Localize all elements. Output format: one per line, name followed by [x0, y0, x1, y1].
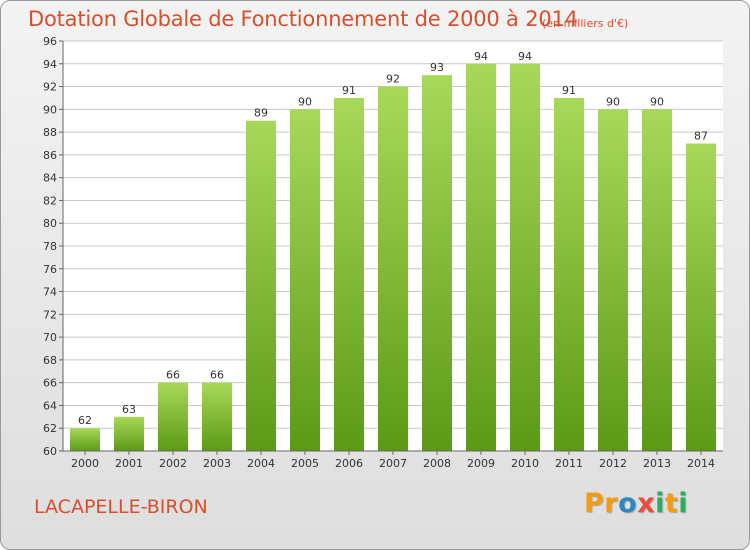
bar: [378, 86, 408, 452]
y-tick-label: 92: [43, 81, 57, 94]
y-tick-label: 82: [43, 194, 57, 207]
x-tick-label: 2000: [71, 457, 99, 470]
x-tick-label: 2013: [643, 457, 671, 470]
data-label: 90: [298, 95, 312, 108]
y-tick-label: 66: [43, 377, 57, 390]
y-tick-label: 62: [43, 422, 57, 435]
data-label: 66: [166, 369, 180, 382]
proxiti-logo: Proxiti: [584, 488, 688, 519]
bar: [334, 97, 364, 451]
x-tick-label: 2003: [203, 457, 231, 470]
bar: [158, 382, 188, 451]
logo-letter: i: [678, 488, 689, 519]
logo-letter: P: [584, 488, 605, 519]
y-tick-label: 90: [43, 103, 57, 116]
data-label: 93: [430, 61, 444, 74]
y-tick-label: 60: [43, 445, 57, 458]
logo-letter: t: [664, 488, 679, 519]
x-tick-label: 2014: [687, 457, 715, 470]
bar: [114, 416, 144, 451]
bar: [598, 109, 628, 451]
logo-letter: i: [655, 488, 665, 519]
bar: [686, 143, 716, 451]
bar: [202, 382, 232, 451]
x-tick-label: 2006: [335, 457, 363, 470]
bar: [466, 63, 496, 452]
logo-letter: x: [637, 488, 656, 519]
logo-letter: o: [618, 488, 638, 519]
bars: 62 63 66 66 89 90 91 92 93 94 94 91 90 90 87: [70, 50, 716, 452]
y-tick-label: 76: [43, 263, 57, 276]
x-tick-label: 2007: [379, 457, 407, 470]
y-tick-label: 68: [43, 354, 57, 367]
data-label: 87: [694, 130, 708, 143]
bar: [290, 109, 320, 451]
data-label: 66: [210, 369, 224, 382]
x-tick-label: 2008: [423, 457, 451, 470]
y-tick-label: 94: [43, 58, 57, 71]
data-label: 91: [342, 84, 356, 97]
commune-name: LACAPELLE-BIRON: [34, 496, 208, 518]
data-label: 90: [606, 95, 620, 108]
y-tick-label: 84: [43, 172, 57, 185]
y-tick-label: 72: [43, 308, 57, 321]
data-label: 89: [254, 107, 268, 120]
x-tick-label: 2009: [467, 457, 495, 470]
logo-letter: r: [604, 488, 619, 519]
y-axis: 60 62 64 66 68 70 72 74 76 78 80 82 84 86 88 90 92 94 96: [43, 35, 64, 458]
y-tick-label: 96: [43, 35, 57, 48]
x-tick-label: 2002: [159, 457, 187, 470]
data-label: 90: [650, 95, 664, 108]
x-tick-label: 2005: [291, 457, 319, 470]
x-tick-label: 2004: [247, 457, 275, 470]
x-tick-label: 2001: [115, 457, 143, 470]
bar: [510, 63, 540, 452]
data-label: 92: [386, 73, 400, 86]
y-tick-label: 74: [43, 286, 57, 299]
y-tick-label: 70: [43, 331, 57, 344]
x-axis: 2000 2001 2002 2003 2004 2005 2006 2007 2008 2009…: [63, 450, 723, 470]
data-label: 94: [518, 50, 532, 63]
bar: [246, 120, 276, 451]
bar: [422, 75, 452, 452]
y-tick-label: 80: [43, 217, 57, 230]
data-label: 94: [474, 50, 488, 63]
bar: [642, 109, 672, 451]
data-label: 63: [122, 403, 136, 416]
x-tick-label: 2011: [555, 457, 583, 470]
y-tick-label: 64: [43, 399, 57, 412]
data-label: 62: [78, 414, 92, 427]
bar: [554, 97, 584, 451]
x-tick-label: 2010: [511, 457, 539, 470]
y-tick-label: 78: [43, 240, 57, 253]
unit-note: (en milliers d'€): [542, 17, 629, 30]
x-tick-label: 2012: [599, 457, 627, 470]
y-tick-label: 86: [43, 149, 57, 162]
bar: [70, 428, 100, 451]
data-label: 91: [562, 84, 576, 97]
chart-title: Dotation Globale de Fonctionnement de 20…: [28, 7, 578, 31]
y-tick-label: 88: [43, 126, 57, 139]
